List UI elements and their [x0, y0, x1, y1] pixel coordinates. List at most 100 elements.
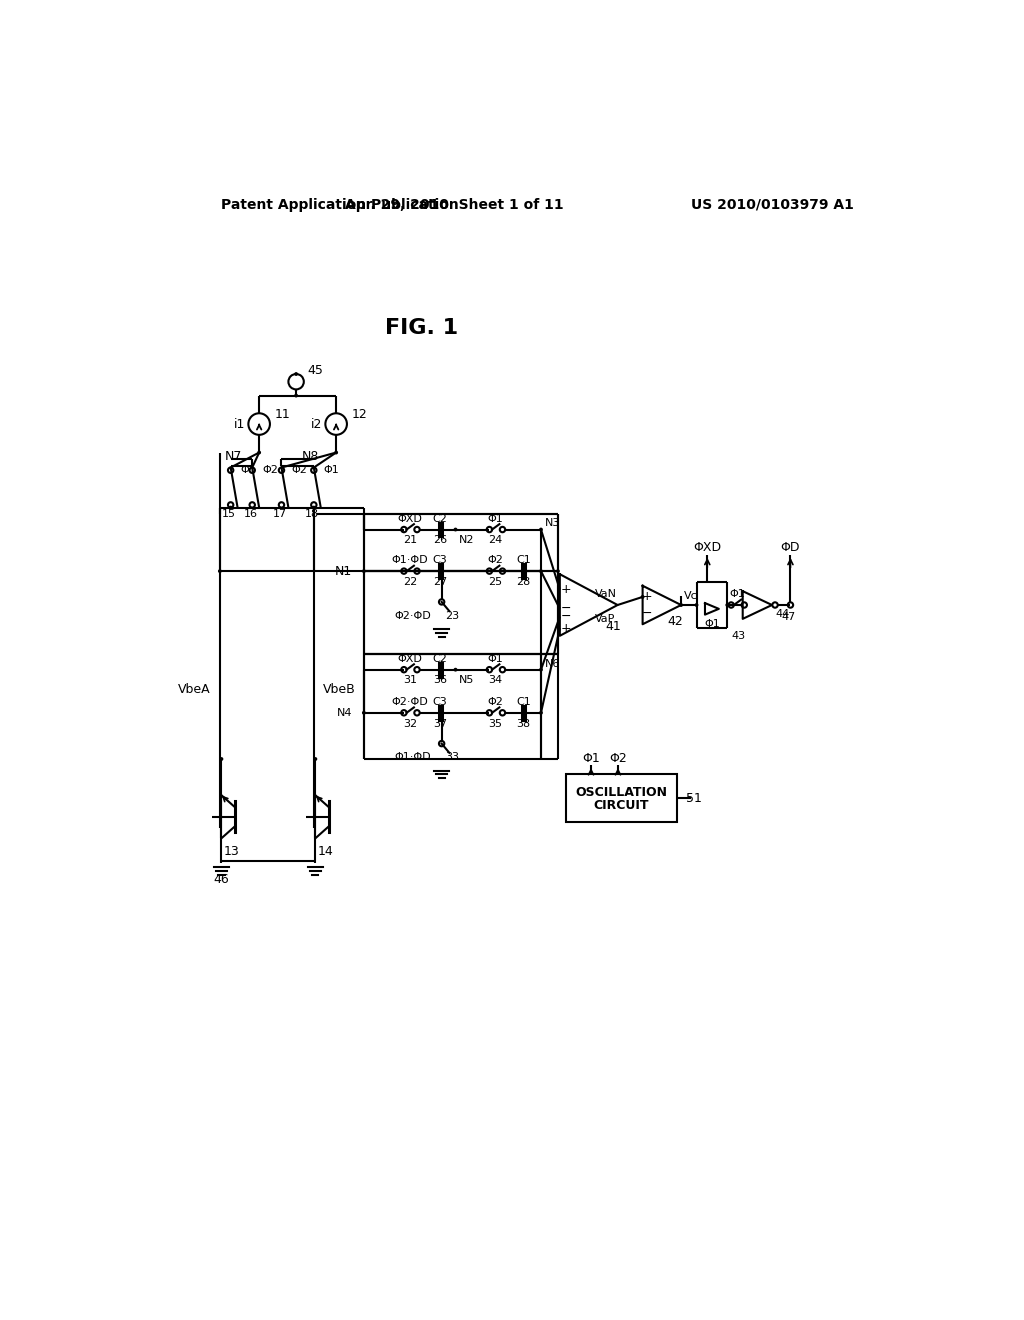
Text: Φ2: Φ2: [262, 465, 279, 475]
Text: N6: N6: [545, 659, 560, 668]
Text: 26: 26: [433, 536, 447, 545]
Text: Φ2·ΦD: Φ2·ΦD: [394, 611, 431, 620]
Text: 22: 22: [403, 577, 417, 587]
Text: 24: 24: [488, 536, 503, 545]
Text: Φ2: Φ2: [487, 556, 504, 565]
Text: Φ1: Φ1: [324, 465, 340, 475]
Text: C3: C3: [433, 697, 447, 708]
FancyBboxPatch shape: [565, 775, 677, 822]
Text: 16: 16: [244, 510, 258, 519]
Text: Φ2: Φ2: [609, 752, 627, 766]
Text: ΦXD: ΦXD: [397, 513, 423, 524]
Circle shape: [228, 506, 232, 510]
Circle shape: [294, 393, 298, 397]
Text: 37: 37: [433, 718, 447, 729]
Text: C1: C1: [516, 556, 530, 565]
Text: 27: 27: [433, 577, 447, 587]
Text: −: −: [561, 602, 571, 615]
Circle shape: [257, 450, 261, 454]
Circle shape: [641, 595, 644, 599]
Text: 41: 41: [606, 620, 622, 634]
Text: +: +: [641, 590, 651, 603]
Text: N3: N3: [545, 519, 560, 528]
Text: N2: N2: [460, 536, 475, 545]
Circle shape: [694, 603, 698, 607]
Text: Vc: Vc: [683, 591, 697, 601]
Text: VaN: VaN: [595, 589, 616, 599]
Text: 25: 25: [488, 577, 503, 587]
Text: N4: N4: [337, 708, 352, 718]
Text: Apr. 29, 2010  Sheet 1 of 11: Apr. 29, 2010 Sheet 1 of 11: [345, 198, 563, 211]
Text: −: −: [561, 610, 571, 623]
Text: VaP: VaP: [595, 614, 615, 624]
Text: Φ1·ΦD: Φ1·ΦD: [394, 752, 431, 763]
Text: +: +: [561, 622, 571, 635]
Circle shape: [218, 569, 222, 573]
Circle shape: [539, 528, 543, 532]
Text: 45: 45: [307, 363, 324, 376]
Text: 51: 51: [686, 792, 702, 805]
Circle shape: [294, 372, 298, 376]
Text: ΦXD: ΦXD: [693, 541, 721, 554]
Text: 28: 28: [516, 577, 530, 587]
Circle shape: [361, 711, 366, 714]
Text: 15: 15: [222, 510, 237, 519]
Text: 17: 17: [272, 510, 287, 519]
Circle shape: [539, 711, 543, 714]
Text: 34: 34: [488, 676, 503, 685]
Text: 14: 14: [317, 845, 333, 858]
Text: Φ1·ΦD: Φ1·ΦD: [392, 556, 428, 565]
Text: Φ2·ΦD: Φ2·ΦD: [392, 697, 428, 708]
Circle shape: [219, 758, 223, 760]
Text: C2: C2: [433, 653, 447, 664]
Text: FIG. 1: FIG. 1: [385, 318, 458, 338]
Circle shape: [556, 569, 560, 573]
Text: 36: 36: [433, 676, 447, 685]
Text: 13: 13: [223, 845, 240, 858]
Text: N8: N8: [302, 450, 319, 463]
Text: Patent Application Publication: Patent Application Publication: [221, 198, 459, 211]
Circle shape: [439, 711, 443, 714]
Circle shape: [334, 450, 338, 454]
Text: CIRCUIT: CIRCUIT: [594, 800, 649, 813]
Text: 32: 32: [403, 718, 417, 729]
Text: N7: N7: [225, 450, 243, 463]
Text: N5: N5: [460, 676, 475, 685]
Text: 12: 12: [351, 408, 368, 421]
Text: Φ1: Φ1: [241, 465, 256, 475]
Text: 31: 31: [403, 676, 417, 685]
Text: 11: 11: [274, 408, 290, 421]
Circle shape: [725, 603, 729, 607]
Text: Φ1: Φ1: [705, 619, 720, 630]
Text: 33: 33: [445, 752, 460, 763]
Text: US 2010/0103979 A1: US 2010/0103979 A1: [691, 198, 854, 211]
Text: C3: C3: [433, 556, 447, 565]
Text: +: +: [561, 583, 571, 597]
Text: VbeB: VbeB: [323, 684, 355, 696]
Text: 35: 35: [488, 718, 503, 729]
Circle shape: [539, 569, 543, 573]
Text: i2: i2: [311, 417, 323, 430]
Text: ΦD: ΦD: [780, 541, 800, 554]
Text: −: −: [641, 607, 651, 619]
Text: OSCILLATION: OSCILLATION: [575, 785, 668, 799]
Circle shape: [439, 569, 443, 573]
Circle shape: [454, 668, 458, 672]
Text: 47: 47: [781, 612, 796, 622]
Text: VbeA: VbeA: [178, 684, 211, 696]
Text: ΦXD: ΦXD: [397, 653, 423, 664]
Text: Φ1: Φ1: [583, 752, 600, 766]
Text: Φ1: Φ1: [487, 513, 504, 524]
Text: 46: 46: [214, 874, 229, 887]
Circle shape: [679, 603, 683, 607]
Text: 21: 21: [403, 536, 417, 545]
Text: Φ1: Φ1: [487, 653, 504, 664]
Text: Φ1: Φ1: [729, 589, 745, 599]
Text: 42: 42: [667, 615, 683, 628]
Text: C1: C1: [516, 697, 530, 708]
Text: 23: 23: [445, 611, 460, 620]
Text: 38: 38: [516, 718, 530, 729]
Text: 44: 44: [776, 610, 791, 619]
Circle shape: [454, 528, 458, 532]
Text: 43: 43: [731, 631, 745, 640]
